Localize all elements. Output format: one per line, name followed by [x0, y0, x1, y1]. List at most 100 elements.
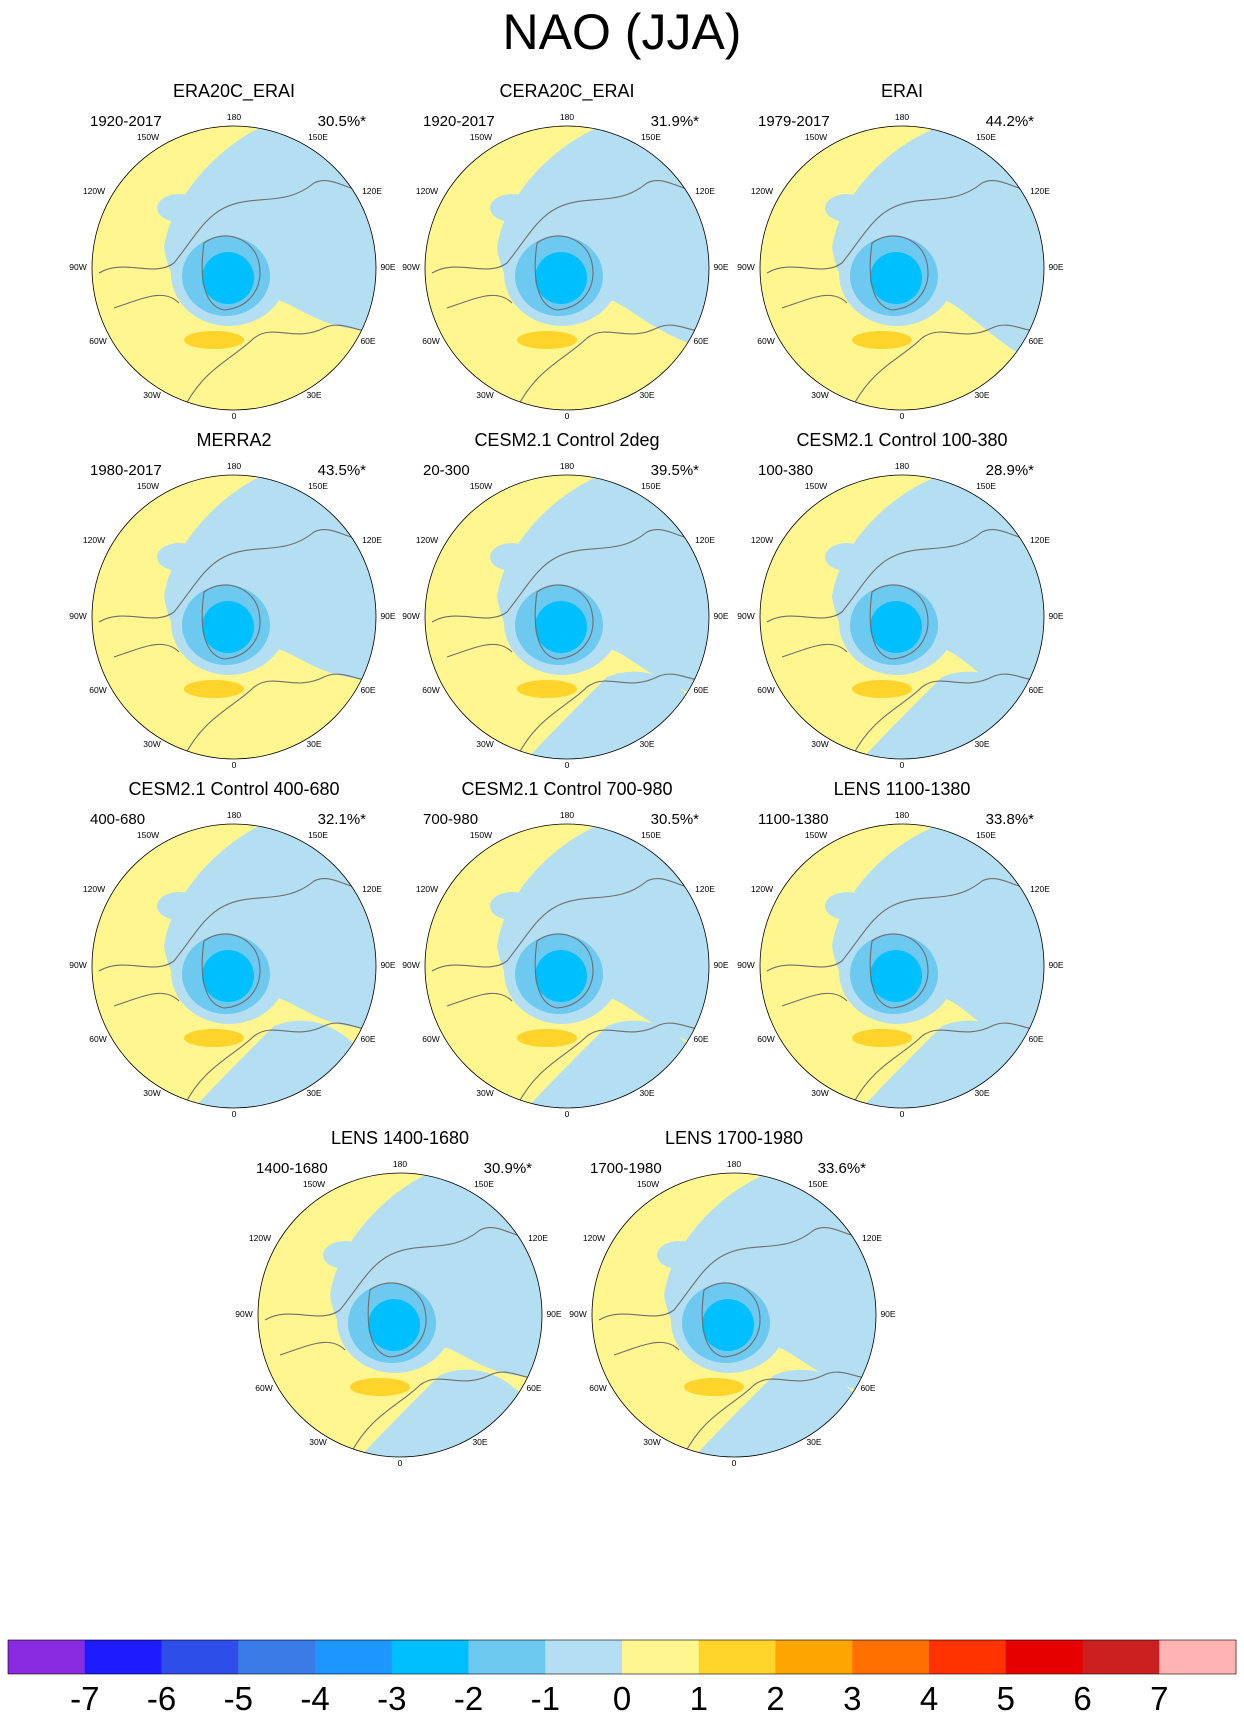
- panel-title: CESM2.1 Control 2deg: [474, 430, 659, 450]
- longitude-label: 30E: [639, 1088, 654, 1098]
- map-panel: 180 150E 120E 90E 60E 30E 0 30W 60W 90W 120W 150W ER…: [69, 81, 396, 421]
- positive-anomaly-core: [852, 680, 912, 698]
- colorbar-tick-label: 0: [613, 1680, 631, 1717]
- negative-anomaly-core: [202, 601, 254, 653]
- longitude-label: 0: [232, 411, 237, 421]
- longitude-label: 60E: [360, 336, 375, 346]
- longitude-label: 90W: [235, 1309, 252, 1319]
- longitude-label: 90E: [880, 1309, 895, 1319]
- longitude-label: 180: [393, 1159, 407, 1169]
- colorbar-tick-label: 1: [690, 1680, 708, 1717]
- longitude-label: 120E: [1030, 186, 1050, 196]
- colorbar-tick-label: -2: [454, 1680, 483, 1717]
- positive-anomaly-core: [517, 331, 577, 349]
- negative-anomaly-core: [870, 252, 922, 304]
- longitude-label: 120W: [83, 186, 105, 196]
- panel-title: MERRA2: [196, 430, 271, 450]
- longitude-label: 120E: [1030, 884, 1050, 894]
- longitude-label: 0: [565, 760, 570, 770]
- negative-anomaly-region: [657, 1241, 701, 1269]
- longitude-label: 90W: [569, 1309, 586, 1319]
- period-label: 1100-1380: [758, 811, 829, 828]
- longitude-label: 60W: [422, 1034, 439, 1044]
- coastline: [598, 1227, 876, 1456]
- longitude-label: 150E: [641, 481, 661, 491]
- explained-variance: 32.1%*: [318, 811, 367, 828]
- longitude-label: 30E: [974, 390, 989, 400]
- longitude-label: 180: [560, 810, 574, 820]
- period-label: 1400-1680: [256, 1160, 328, 1177]
- longitude-label: 120W: [416, 535, 438, 545]
- positive-anomaly-core: [517, 680, 577, 698]
- longitude-label: 60W: [757, 336, 774, 346]
- longitude-label: 30E: [974, 739, 989, 749]
- panel-title: CERA20C_ERAI: [499, 81, 634, 102]
- explained-variance: 31.9%*: [651, 113, 700, 130]
- explained-variance: 44.2%*: [986, 113, 1035, 130]
- longitude-label: 30W: [143, 1088, 160, 1098]
- explained-variance: 30.5%*: [318, 113, 367, 130]
- longitude-label: 90E: [713, 960, 728, 970]
- panel-title: LENS 1700-1980: [665, 1128, 803, 1148]
- longitude-label: 150W: [637, 1179, 659, 1189]
- longitude-label: 150W: [470, 481, 492, 491]
- map-panel: 180 150E 120E 90E 60E 30E 0 30W 60W 90W 120W 150W LE…: [235, 1128, 562, 1468]
- longitude-label: 30W: [811, 390, 828, 400]
- longitude-label: 90E: [713, 262, 728, 272]
- longitude-label: 60E: [693, 685, 708, 695]
- colorbar-tick-label: -4: [300, 1680, 329, 1717]
- longitude-label: 150E: [641, 132, 661, 142]
- panel-title: ERAI: [881, 81, 923, 101]
- map-boundary: [257, 1172, 543, 1458]
- map-panel: 180 150E 120E 90E 60E 30E 0 30W 60W 90W 120W 150W LE…: [569, 1128, 896, 1468]
- longitude-label: 60E: [360, 1034, 375, 1044]
- map-panel: 180 150E 120E 90E 60E 30E 0 30W 60W 90W 120W 150W LE…: [737, 779, 1064, 1119]
- colorbar-tick-label: -5: [224, 1680, 253, 1717]
- explained-variance: 33.6%*: [818, 1160, 867, 1177]
- period-label: 100-380: [758, 462, 813, 479]
- colorbar: -7 -6 -5 -4 -3 -2 -1 0 1 2 3 4 5 6 7: [7, 1639, 1237, 1717]
- map-boundary: [424, 474, 710, 760]
- longitude-label: 60E: [693, 1034, 708, 1044]
- positive-anomaly-core: [350, 1378, 410, 1396]
- longitude-label: 60W: [89, 685, 106, 695]
- longitude-label: 120E: [695, 884, 715, 894]
- colorbar-swatch: [8, 1640, 86, 1674]
- longitude-label: 150E: [976, 132, 996, 142]
- coastline: [431, 529, 709, 758]
- longitude-label: 120E: [528, 1233, 548, 1243]
- longitude-label: 90E: [1048, 960, 1063, 970]
- colorbar-swatch: [468, 1640, 546, 1674]
- longitude-label: 180: [227, 112, 241, 122]
- coastline: [98, 878, 376, 1107]
- colorbar-swatch: [852, 1640, 930, 1674]
- longitude-label: 120W: [83, 884, 105, 894]
- panel-title: ERA20C_ERAI: [173, 81, 295, 102]
- longitude-label: 60E: [526, 1383, 541, 1393]
- coastline: [431, 878, 709, 1107]
- colorbar-tick-label: -3: [377, 1680, 406, 1717]
- longitude-label: 60W: [89, 1034, 106, 1044]
- map-panel: 180 150E 120E 90E 60E 30E 0 30W 60W 90W 120W 150W CE…: [402, 430, 729, 770]
- map-boundary: [91, 125, 377, 411]
- colorbar-frame: [7, 1639, 1237, 1675]
- longitude-label: 180: [227, 461, 241, 471]
- longitude-label: 150E: [976, 830, 996, 840]
- longitude-label: 120E: [1030, 535, 1050, 545]
- longitude-label: 120W: [83, 535, 105, 545]
- panel-title: CESM2.1 Control 400-680: [128, 779, 339, 799]
- figure-title: NAO (JJA): [502, 4, 742, 60]
- map-panel: 180 150E 120E 90E 60E 30E 0 30W 60W 90W 120W 150W ER…: [737, 81, 1064, 421]
- colorbar-swatch: [929, 1640, 1007, 1674]
- colorbar-tick-label: 3: [843, 1680, 861, 1717]
- period-label: 1920-2017: [90, 113, 162, 130]
- negative-anomaly-core: [202, 252, 254, 304]
- map-boundary: [91, 823, 377, 1109]
- longitude-label: 60E: [693, 336, 708, 346]
- longitude-label: 90W: [69, 611, 86, 621]
- longitude-label: 60W: [757, 1034, 774, 1044]
- longitude-label: 180: [560, 461, 574, 471]
- longitude-label: 150E: [308, 830, 328, 840]
- longitude-label: 60E: [1028, 1034, 1043, 1044]
